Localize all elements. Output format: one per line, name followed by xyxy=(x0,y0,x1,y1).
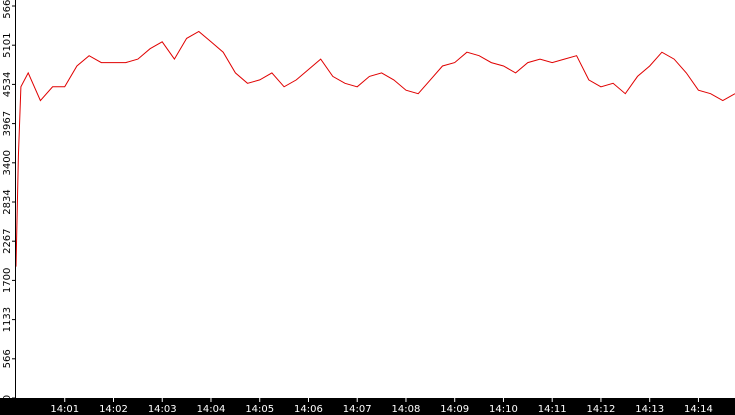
plot-area-background xyxy=(16,0,735,398)
x-tick-label: 14:03 xyxy=(148,404,177,415)
x-tick-label: 14:13 xyxy=(635,404,664,415)
y-axis: 0 566 1133 1700 2267 2834 3400 3967 4534 5101 5668 xyxy=(2,0,16,401)
x-tick-label: 14:06 xyxy=(294,404,323,415)
x-tick-label: 14:04 xyxy=(197,404,226,415)
x-tick-label: 14:02 xyxy=(99,404,128,415)
x-tick-label: 14:01 xyxy=(50,404,79,415)
x-tick-label: 14:14 xyxy=(684,404,713,415)
series-layer xyxy=(15,30,735,267)
x-tick-label: 14:12 xyxy=(587,404,616,415)
x-tick-label: 14:07 xyxy=(343,404,372,415)
y-tick-label: 2267 xyxy=(2,228,13,253)
x-tick-label: 14:11 xyxy=(538,404,567,415)
series-line xyxy=(15,30,735,267)
y-tick-label: 1133 xyxy=(2,307,13,332)
y-tick-label: 5101 xyxy=(2,32,13,57)
x-axis-bar xyxy=(0,398,735,415)
y-tick-label: 1700 xyxy=(2,268,13,293)
y-tick-label: 5668 xyxy=(2,0,13,19)
x-tick-label: 14:09 xyxy=(440,404,469,415)
x-tick-label: 14:10 xyxy=(489,404,518,415)
y-tick-label: 3967 xyxy=(2,111,13,136)
y-tick-label: 566 xyxy=(2,349,13,368)
x-tick-label: 14:08 xyxy=(392,404,421,415)
y-tick-label: 3400 xyxy=(2,150,13,175)
x-tick-label: 14:05 xyxy=(245,404,274,415)
x-axis: 14:01 14:02 14:03 14:04 14:05 14:06 14:07 14:08… xyxy=(50,398,713,415)
y-tick-label: 0 xyxy=(2,395,13,401)
y-axis-line xyxy=(15,0,16,398)
y-tick-label: 2834 xyxy=(2,189,13,214)
y-tick-label: 4534 xyxy=(2,72,13,97)
